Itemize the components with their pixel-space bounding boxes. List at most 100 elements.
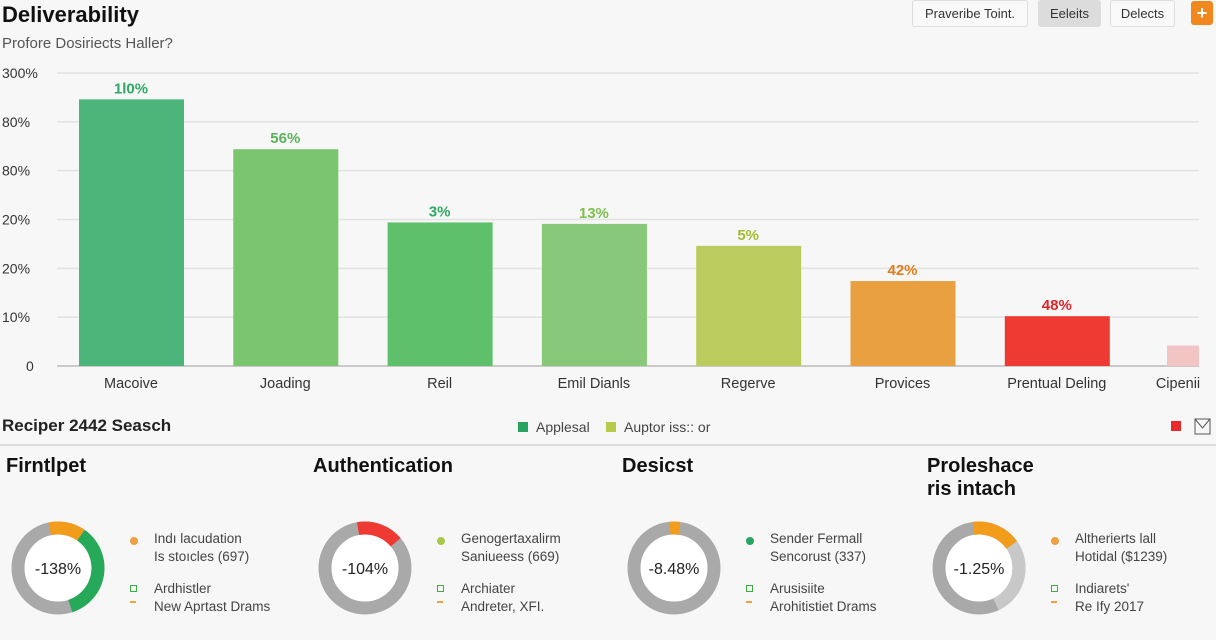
x-tick-label: Regerve (721, 376, 776, 392)
y-tick-label: 20% (2, 260, 30, 276)
delects-button[interactable]: Delects (1110, 0, 1175, 27)
bar (850, 281, 956, 366)
data-label: 1l0% (114, 80, 148, 97)
legend-swatch-red (1171, 421, 1181, 431)
y-tick-label: 80% (2, 114, 30, 130)
legend-line: Indiarets' (1075, 581, 1130, 596)
legend-line: Sender Fermall (770, 531, 863, 546)
donut-center-value: -8.48% (649, 561, 700, 578)
eeleits-button[interactable]: Eeleits (1038, 0, 1101, 27)
section-title: Reciper 2442 Seasch (2, 416, 172, 435)
x-tick-label: Joading (260, 376, 311, 392)
legend-dash (746, 601, 752, 603)
legend-text: Genogertaxalirm Saniueess (669) (461, 530, 561, 566)
donut-center-value: -104% (342, 561, 388, 578)
donut-chart: -8.48% (627, 521, 721, 615)
legend-line: Ardhistler (154, 581, 212, 596)
legend-text: Ardhistler New Aprtast Drams (154, 580, 270, 616)
donut-chart: -104% (318, 521, 412, 615)
donut-segment (356, 521, 401, 547)
legend-line: Sencorust (337) (770, 549, 867, 564)
y-tick-label: 0 (26, 358, 34, 374)
legend-dot (746, 537, 754, 545)
legend-line: Re Ify 2017 (1075, 599, 1145, 614)
legend-line: Arusisiite (770, 581, 825, 596)
legend-line: Altherierts lall (1075, 531, 1157, 546)
legend-label: Applesal (536, 419, 590, 435)
legend-dot (437, 537, 445, 545)
bar (233, 149, 339, 366)
legend-line: Andreter, XFI. (461, 599, 545, 614)
donut-segment (48, 521, 85, 541)
plus-icon[interactable]: + (1191, 1, 1213, 25)
x-tick-label: Provices (875, 376, 931, 392)
legend-text: Indı lacudation Is stoıcles (697) (154, 530, 249, 566)
legend-label: Auptor iss:: or (624, 419, 711, 435)
praveribe-button[interactable]: Praveribe Toint. (912, 0, 1028, 27)
bar (541, 223, 647, 366)
data-label: 3% (429, 203, 451, 220)
donut-segment (68, 529, 105, 613)
y-tick-label: 300% (2, 65, 38, 81)
bar (696, 245, 802, 366)
y-tick-label: 80% (2, 163, 30, 179)
data-label: 48% (1042, 297, 1072, 314)
x-tick-label: Cipenii (1156, 376, 1200, 392)
legend-dash (130, 601, 136, 603)
legend-item-applesal: Applesal (518, 419, 590, 435)
legend-text: Arusisiite Arohitistiet Drams (770, 580, 877, 616)
donut-chart: -138% (11, 521, 105, 615)
legend-line: Archiater (461, 581, 516, 596)
legend-line: Is stoıcles (697) (154, 549, 250, 564)
legend-swatch (606, 422, 616, 432)
legend-square (1051, 585, 1058, 592)
data-label: 42% (887, 262, 917, 279)
donut-center-value: -138% (35, 561, 81, 578)
legend-line: Genogertaxalirm (461, 531, 561, 546)
envelope-icon[interactable] (1194, 418, 1211, 435)
donut-segment (972, 521, 1018, 550)
data-label: 56% (270, 130, 300, 147)
bar (1004, 316, 1110, 366)
x-tick-label: Macoive (104, 376, 158, 392)
card-title: Firntlpet (6, 455, 86, 477)
legend-text: Indiarets' Re Ify 2017 (1075, 580, 1144, 616)
legend-text: Sender Fermall Sencorust (337) (770, 530, 866, 566)
legend-text: Archiater Andreter, XFI. (461, 580, 544, 616)
legend-square (130, 585, 137, 592)
y-tick-label: 10% (2, 309, 30, 325)
card-title: Desicst (622, 455, 694, 477)
bar (79, 99, 184, 366)
card-title: Authentication (313, 455, 453, 477)
donut-segment (992, 541, 1026, 611)
divider (0, 444, 1216, 446)
card-title: Proleshace ris intach (927, 455, 1034, 500)
legend-item-auptor: Auptor iss:: or (606, 419, 710, 435)
legend-line: Indı lacudation (154, 531, 242, 546)
x-tick-label: Emil Dianls (558, 376, 631, 392)
legend-square (746, 585, 753, 592)
page-subtitle: Profore Dosiriects Haller? (2, 35, 173, 52)
legend-text: Altherierts lall Hotidal ($1239) (1075, 530, 1167, 566)
legend-dash (1051, 601, 1057, 603)
legend-dot (130, 537, 138, 545)
donut-chart: -1.25% (932, 521, 1026, 615)
bar (387, 222, 493, 366)
bar (1167, 345, 1199, 366)
legend-square (437, 585, 444, 592)
data-label: 5% (737, 227, 759, 244)
x-tick-label: Reil (427, 376, 452, 392)
legend-line: Hotidal ($1239) (1075, 549, 1168, 564)
legend-dot (1051, 537, 1059, 545)
donut-center-value: -1.25% (954, 561, 1005, 578)
legend-line: New Aprtast Drams (154, 599, 271, 614)
legend-line: Saniueess (669) (461, 549, 560, 564)
page-title: Deliverability (2, 2, 139, 27)
x-tick-label: Prentual Deling (1007, 376, 1106, 392)
legend-swatch (518, 422, 528, 432)
legend-dash (437, 601, 443, 603)
legend-line: Arohitistiet Drams (770, 599, 877, 614)
y-tick-label: 20% (2, 212, 30, 228)
bar-chart: 0 10% 20% 20% 80% 80% 300% 1l0% Macoive 56% Joadin… (2, 65, 1200, 392)
data-label: 13% (579, 205, 609, 222)
